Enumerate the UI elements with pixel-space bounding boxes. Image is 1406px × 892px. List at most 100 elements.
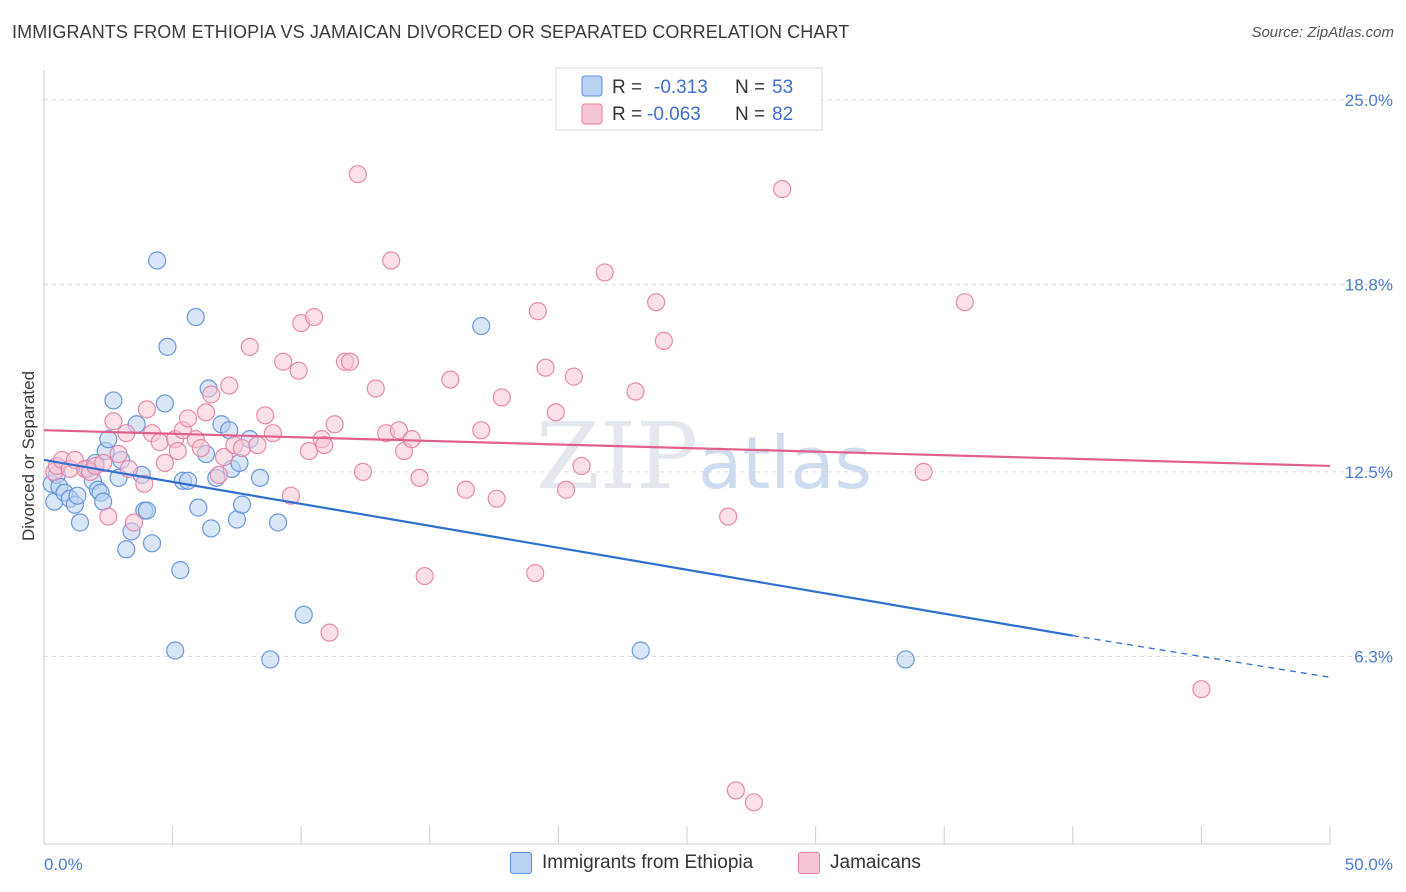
data-point [281, 486, 301, 505]
data-point [719, 507, 738, 526]
data-point [294, 605, 313, 624]
data-point [186, 307, 205, 327]
data-point [415, 566, 434, 586]
trend-lines [43, 429, 1331, 678]
series-jamaicans-points [45, 165, 1211, 812]
trend-line [43, 429, 1331, 468]
data-point [155, 394, 174, 413]
x-tick-label-min: 0.0% [44, 855, 83, 874]
data-point [557, 480, 576, 499]
series-legend-swatch-ethiopia [510, 852, 532, 874]
data-point [315, 435, 334, 455]
x-ticks [43, 826, 1331, 844]
data-point [166, 641, 185, 660]
data-point [196, 403, 216, 422]
data-point [99, 507, 118, 526]
data-point [178, 471, 198, 490]
legend-r-label-ethiopia: R = [612, 77, 642, 98]
data-point [148, 251, 167, 270]
data-point [353, 462, 373, 481]
data-point [263, 424, 283, 443]
series-legend-item-ethiopia[interactable]: Immigrants from Ethiopia [510, 852, 753, 874]
chart-title: IMMIGRANTS FROM ETHIOPIA VS JAMAICAN DIV… [12, 22, 850, 42]
watermark: ZIPatlas [536, 403, 872, 510]
watermark-atlas: atlas [698, 421, 872, 505]
data-point [171, 561, 190, 580]
data-point [526, 563, 545, 583]
data-point [773, 179, 792, 199]
data-point [348, 165, 367, 184]
legend-r-ethiopia: -0.313 [654, 77, 708, 98]
data-point [232, 438, 252, 458]
data-point [104, 391, 123, 410]
series-legend-swatch-jamaicans [798, 852, 820, 874]
data-point [1192, 680, 1211, 699]
data-point [382, 251, 401, 270]
y-tick-label: 18.8% [1345, 275, 1393, 294]
data-point [109, 444, 128, 464]
data-point [366, 379, 385, 398]
legend-n-ethiopia: 53 [772, 77, 793, 98]
data-point [104, 412, 123, 431]
data-point [896, 650, 915, 669]
data-point [137, 501, 156, 520]
legend-r-jamaicans: -0.063 [647, 104, 701, 125]
data-point [248, 435, 267, 455]
data-point [168, 441, 187, 461]
data-point [320, 623, 339, 642]
data-point [202, 519, 221, 538]
data-point [914, 462, 933, 481]
data-point [955, 293, 974, 312]
data-point [289, 361, 308, 380]
data-point [626, 382, 645, 401]
data-point [137, 400, 156, 419]
data-point [487, 489, 506, 508]
data-point [304, 307, 324, 327]
data-point [528, 302, 547, 321]
data-point [268, 513, 288, 532]
data-point [214, 447, 234, 467]
data-point [325, 415, 344, 434]
data-point [261, 650, 280, 669]
data-point [546, 403, 565, 422]
y-axis-label: Divorced or Separated [19, 371, 38, 541]
legend-swatch-jamaicans [581, 103, 603, 125]
data-point [654, 331, 673, 350]
data-point [135, 474, 154, 493]
data-point [209, 465, 228, 484]
data-point [744, 793, 763, 812]
data-point [155, 453, 174, 473]
series-legend-item-jamaicans[interactable]: Jamaicans [798, 852, 921, 874]
data-point [299, 441, 319, 461]
data-point [191, 438, 210, 458]
y-tick-label: 25.0% [1345, 91, 1393, 110]
data-point [240, 337, 259, 356]
data-point [572, 456, 591, 476]
legend-swatch-ethiopia [581, 75, 603, 97]
data-point [232, 495, 252, 514]
data-point [220, 376, 239, 395]
y-tick-label: 12.5% [1345, 463, 1393, 482]
data-point [256, 406, 275, 425]
source-label: Source: ZipAtlas.com [1251, 24, 1394, 41]
data-point [274, 352, 293, 371]
legend-r-label-jamaicans: R = [612, 104, 642, 125]
series-legend-label-ethiopia: Immigrants from Ethiopia [542, 852, 754, 873]
data-point [472, 421, 491, 440]
data-point [340, 352, 360, 371]
data-point [99, 430, 118, 449]
data-point [536, 358, 555, 377]
data-point [230, 453, 249, 473]
trend-line [43, 458, 1073, 637]
data-point [595, 263, 614, 282]
x-tick-label-max: 50.0% [1345, 855, 1393, 874]
data-point [124, 513, 144, 532]
data-point [631, 641, 650, 660]
data-point [117, 540, 136, 559]
data-point [70, 513, 90, 532]
data-point [456, 480, 475, 499]
series-legend: Immigrants from Ethiopia Jamaicans [0, 852, 1406, 878]
data-point [441, 370, 460, 389]
data-point [142, 534, 162, 553]
